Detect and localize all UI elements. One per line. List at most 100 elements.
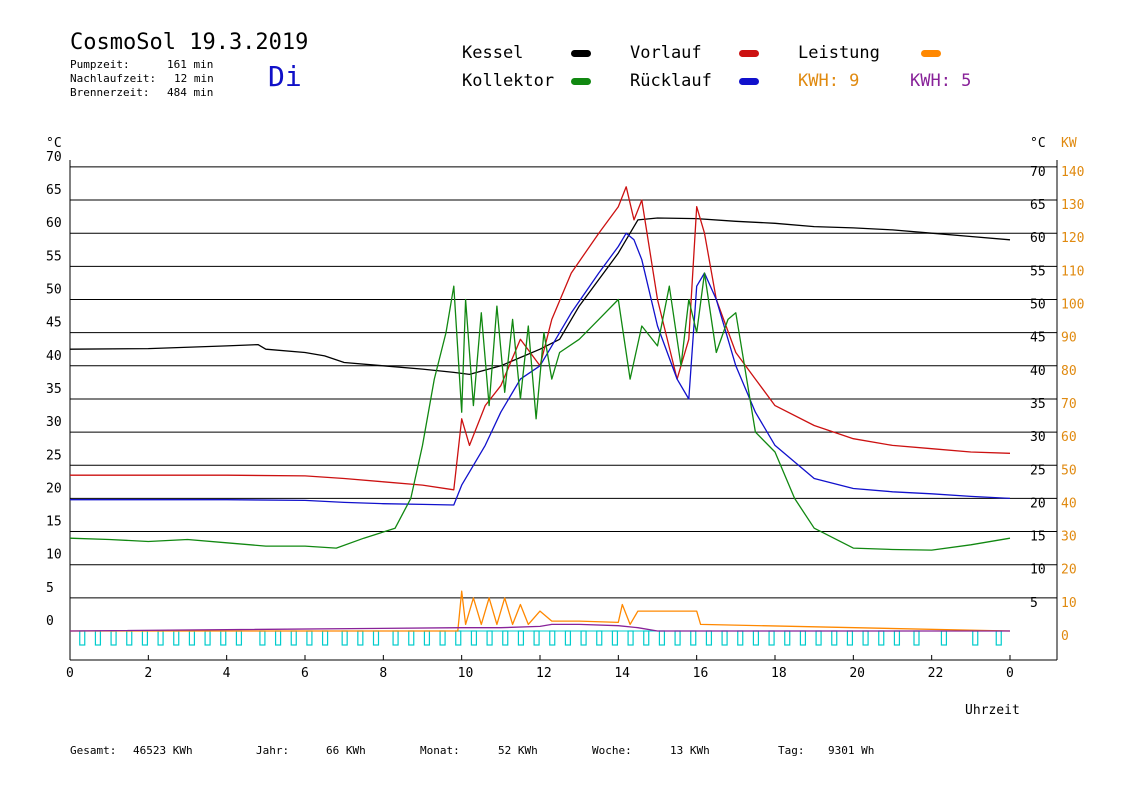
y-tick-right: 65 [1030, 198, 1046, 213]
y-tick-right: 40 [1030, 364, 1046, 379]
series-line-vorlauf [70, 186, 1011, 491]
pump-pulse [752, 630, 760, 646]
footer-label-monat: Monat: [420, 744, 460, 757]
y-tick-power: 90 [1061, 331, 1077, 346]
x-tick-label: 0 [1006, 666, 1014, 681]
y-axis-unit-left: °C [46, 136, 62, 151]
legend-vorlauf-swatch [739, 50, 759, 57]
series-line-leistung [70, 590, 1011, 632]
pump-pulses [70, 630, 1010, 646]
y-tick-power: 110 [1061, 264, 1084, 279]
y-tick-right: 35 [1030, 397, 1046, 412]
pump-pulse [995, 630, 1002, 646]
series-line-kollektor [69, 272, 1011, 551]
tick-labels: 0510152025303540455055606570510152025303… [46, 150, 1084, 681]
pump-pulse [94, 630, 102, 646]
axes [69, 160, 1058, 661]
y-tick-left: 0 [46, 614, 54, 629]
footer-value-woche: 13 KWh [670, 744, 710, 757]
y-tick-left: 60 [46, 216, 62, 231]
series-line-ruecklauf [70, 232, 1011, 506]
y-tick-left: 50 [46, 283, 62, 298]
pump-pulse [658, 630, 666, 646]
info-value-nachlaufzeit: 12 min [174, 72, 214, 85]
x-tick-label: 16 [693, 666, 709, 681]
footer-value-tag: 9301 Wh [828, 744, 875, 757]
y-tick-right: 45 [1030, 331, 1046, 346]
y-tick-left: 70 [46, 150, 62, 165]
info-value-pumpzeit: 161 min [167, 58, 214, 71]
x-tick-label: 10 [458, 666, 474, 681]
x-tick-label: 14 [614, 666, 630, 681]
pump-pulse [357, 630, 364, 646]
y-tick-left: 55 [46, 249, 62, 264]
y-tick-left: 35 [46, 382, 62, 397]
info-label-pumpzeit: Pumpzeit: [70, 58, 130, 71]
pump-pulse [274, 630, 282, 646]
pump-pulse [321, 630, 329, 646]
pump-pulse [188, 630, 196, 646]
pump-pulse [674, 630, 681, 646]
pump-pulse [259, 630, 266, 646]
y-tick-power: 70 [1061, 397, 1077, 412]
y-tick-left: 45 [46, 316, 62, 331]
pump-pulse [141, 630, 149, 646]
pump-pulse [831, 630, 838, 646]
x-tick-label: 8 [379, 666, 387, 681]
y-tick-right: 30 [1030, 430, 1046, 445]
legend-leistung: Leistung [798, 43, 880, 63]
series-line-kwh2 [69, 623, 1010, 632]
pump-pulse [878, 630, 885, 646]
y-tick-power: 20 [1061, 563, 1077, 578]
y-tick-right: 5 [1030, 596, 1038, 611]
pump-pulse [784, 630, 791, 646]
y-tick-power: 60 [1061, 430, 1077, 445]
pump-pulse [799, 630, 807, 646]
x-tick-label: 18 [771, 666, 787, 681]
legend-kwh-1: KWH: 9 [798, 71, 860, 91]
legend-kessel: Kessel [462, 43, 524, 63]
pump-pulse [157, 630, 164, 646]
pump-pulse [517, 630, 525, 646]
y-tick-left: 65 [46, 183, 62, 198]
pump-pulse [815, 630, 822, 646]
legend-kollektor-swatch [571, 78, 591, 85]
y-tick-right: 70 [1030, 165, 1046, 180]
pump-pulse [110, 630, 117, 646]
pump-pulse [913, 630, 920, 646]
y-tick-left: 20 [46, 481, 62, 496]
y-tick-right: 10 [1030, 563, 1046, 578]
pump-pulse [533, 630, 540, 646]
pump-pulse [204, 630, 211, 646]
pump-pulse [455, 630, 462, 646]
series-lines [69, 186, 1011, 632]
pump-pulse [392, 630, 399, 646]
y-tick-left: 10 [46, 548, 62, 563]
y-tick-right: 60 [1030, 231, 1046, 246]
pump-pulse [79, 630, 86, 646]
pump-pulse [596, 630, 603, 646]
y-tick-right: 55 [1030, 264, 1046, 279]
pump-pulse [737, 630, 744, 646]
pump-pulse [862, 630, 869, 646]
weekday-label: Di [268, 60, 302, 93]
y-axis-unit-right: °C [1030, 136, 1046, 151]
y-tick-power: 140 [1061, 165, 1084, 180]
y-tick-power: 10 [1061, 596, 1077, 611]
y-tick-power: 40 [1061, 496, 1077, 511]
pump-pulse [705, 630, 713, 646]
pump-pulse [643, 630, 650, 646]
pump-pulse [564, 630, 572, 646]
y-tick-power: 80 [1061, 364, 1077, 379]
legend-kollektor: Kollektor [462, 71, 555, 91]
pump-pulse [940, 630, 948, 646]
grid-lines [70, 166, 1057, 599]
x-tick-label: 2 [144, 666, 152, 681]
pump-pulse [580, 630, 587, 646]
info-label-nachlaufzeit: Nachlaufzeit: [70, 72, 157, 85]
y-tick-left: 30 [46, 415, 62, 430]
pump-pulse [372, 630, 380, 646]
y-tick-right: 15 [1030, 530, 1046, 545]
pump-pulse [721, 630, 728, 646]
